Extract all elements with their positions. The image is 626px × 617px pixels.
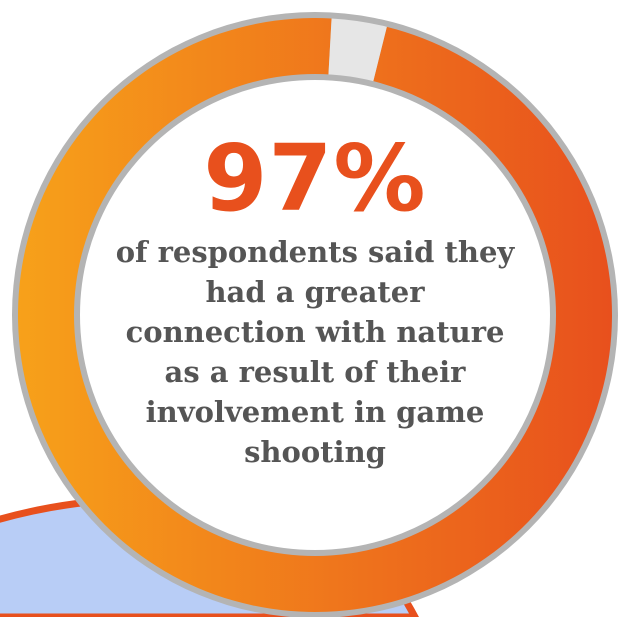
stat-description: of respondents said they had a greater c… xyxy=(115,235,515,469)
donut-slices xyxy=(17,17,612,612)
stat-block: 97% of respondents said they had a great… xyxy=(103,128,527,472)
donut-hole xyxy=(74,74,556,556)
donut-slice-remainder xyxy=(328,18,387,85)
stat-value: 97% xyxy=(203,125,427,232)
